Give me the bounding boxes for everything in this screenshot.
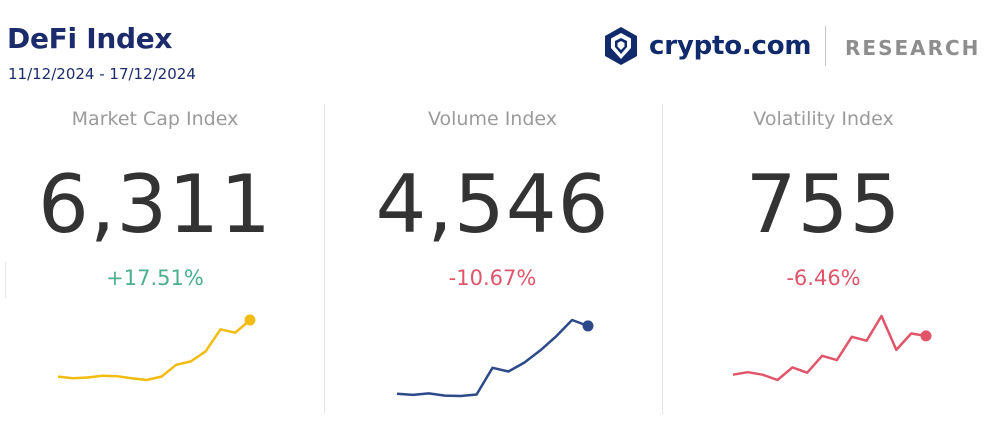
brand-logo: crypto.com	[603, 24, 812, 68]
card-value: 4,546	[375, 158, 610, 251]
column-divider	[662, 104, 663, 414]
sparkline-path	[732, 314, 927, 382]
page-title: DeFi Index	[7, 22, 173, 55]
sparkline-path	[57, 319, 251, 382]
crypto-com-lion-shield-icon	[605, 27, 637, 65]
card-label: Market Cap Index	[71, 108, 239, 130]
card-value: 755	[745, 158, 902, 251]
card-label: Volatility Index	[753, 108, 894, 130]
card-value: 6,311	[37, 158, 273, 251]
brand-divider	[825, 26, 826, 66]
research-label: RESEARCH	[845, 36, 981, 60]
brand-name: crypto.com	[649, 31, 812, 61]
volume-sparkline	[396, 318, 594, 398]
card-change: -6.46%	[786, 266, 861, 290]
card-change: +17.51%	[106, 266, 204, 290]
sparkline-path	[396, 318, 589, 398]
volatility-card: Volatility Index 755 -6.46%	[663, 104, 984, 414]
date-range: 11/12/2024 - 17/12/2024	[8, 65, 196, 83]
column-divider	[324, 104, 325, 414]
market-cap-sparkline	[57, 314, 256, 382]
card-change: -10.67%	[448, 266, 537, 290]
sparkline-endpoint	[920, 330, 932, 342]
sparkline-endpoint	[244, 314, 256, 326]
sparkline-endpoint	[582, 320, 594, 332]
card-label: Volume Index	[427, 108, 557, 130]
left-edge-divider	[5, 262, 6, 298]
volume-card: Volume Index 4,546 -10.67%	[325, 104, 660, 414]
volatility-sparkline	[732, 314, 932, 382]
market-cap-card: Market Cap Index 6,311 +17.51%	[0, 104, 310, 414]
